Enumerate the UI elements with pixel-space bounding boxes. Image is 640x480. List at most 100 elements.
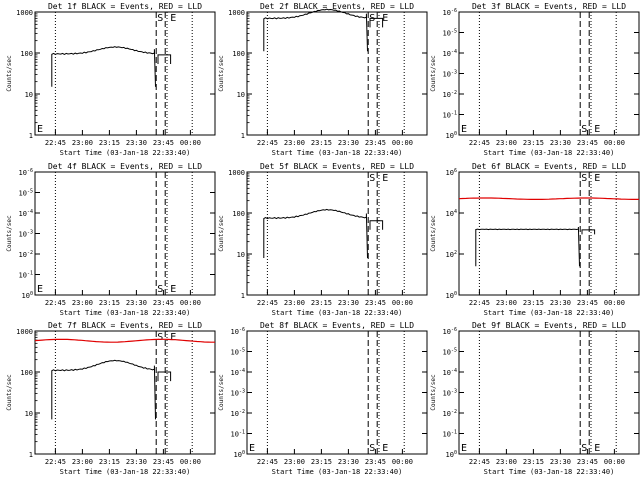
x-tick-label: 23:30 <box>550 458 571 466</box>
plot-frame <box>246 11 428 136</box>
x-tick-label: 23:15 <box>311 299 332 307</box>
end-marker-label: E <box>170 332 176 343</box>
x-tick-label: 00:00 <box>392 299 413 307</box>
x-tick-label: 23:00 <box>72 299 93 307</box>
y-tick-label: 1000 <box>16 328 33 336</box>
x-tick-label: 00:00 <box>180 139 201 147</box>
panel-title: Det 4f BLACK = Events, RED = LLD <box>48 162 202 171</box>
start-marker-label: S <box>157 13 163 24</box>
y-axis-label: Counts/sec <box>6 374 13 411</box>
events-series-after <box>581 229 596 235</box>
y-tick-label: 10-1 <box>231 430 245 439</box>
start-marker-label: S <box>369 173 375 184</box>
left-marker-label: E <box>249 443 255 454</box>
x-tick-label: 00:00 <box>604 139 625 147</box>
y-tick-label: 10-3 <box>19 230 33 239</box>
y-tick-label: 1000 <box>16 9 33 17</box>
y-tick-label: 10 <box>237 251 245 259</box>
x-axis-label: Start Time (03-Jan-18 22:33:40) <box>484 309 615 317</box>
x-tick-label: 00:00 <box>180 299 201 307</box>
x-tick-label: 23:15 <box>311 139 332 147</box>
panel-title: Det 6f BLACK = Events, RED = LLD <box>472 162 626 171</box>
y-tick-label: 10-4 <box>19 209 33 218</box>
start-marker-label: S <box>157 332 163 343</box>
panel-1: Det 1f BLACK = Events, RED = LLD Counts/s… <box>6 2 216 157</box>
y-tick-label: 10-1 <box>443 430 457 439</box>
y-tick-label: 1000 <box>228 9 245 17</box>
x-tick-label: 23:15 <box>99 458 120 466</box>
x-tick-label: 23:30 <box>550 139 571 147</box>
x-tick-label: 23:15 <box>311 458 332 466</box>
x-tick-label: 23:45 <box>153 139 174 147</box>
x-tick-label: 23:00 <box>284 139 305 147</box>
x-tick-label: 23:30 <box>126 299 147 307</box>
y-axis-label: Counts/sec <box>218 55 225 92</box>
x-tick-label: 22:45 <box>469 299 490 307</box>
panel-title: Det 9f BLACK = Events, RED = LLD <box>472 321 626 330</box>
events-series-after <box>369 17 384 28</box>
y-tick-label: 10-3 <box>443 70 457 79</box>
y-tick-label: 1000 <box>228 169 245 177</box>
x-axis-label: Start Time (03-Jan-18 22:33:40) <box>484 149 615 157</box>
start-marker-label: S <box>581 124 587 135</box>
x-tick-label: 22:45 <box>469 139 490 147</box>
y-axis-label: Counts/sec <box>218 374 225 411</box>
x-tick-label: 00:00 <box>392 458 413 466</box>
x-tick-label: 23:15 <box>99 299 120 307</box>
events-series <box>263 8 368 52</box>
y-tick-label: 100 <box>232 210 245 218</box>
x-tick-label: 23:30 <box>126 139 147 147</box>
x-tick-label: 00:00 <box>604 299 625 307</box>
start-marker-label: S <box>369 443 375 454</box>
start-marker-label: S <box>157 284 163 295</box>
start-marker-label: S <box>581 173 587 184</box>
y-tick-label: 10-2 <box>231 409 245 418</box>
x-axis-label: Start Time (03-Jan-18 22:33:40) <box>484 468 615 476</box>
x-axis-label: Start Time (03-Jan-18 22:33:40) <box>272 309 403 317</box>
y-tick-label: 10-5 <box>19 189 33 198</box>
panel-title: Det 7f BLACK = Events, RED = LLD <box>48 321 202 330</box>
x-tick-label: 23:00 <box>496 139 517 147</box>
x-tick-label: 23:45 <box>365 458 386 466</box>
x-tick-label: 23:15 <box>523 299 544 307</box>
y-tick-label: 100 <box>232 50 245 58</box>
x-tick-label: 22:45 <box>257 299 278 307</box>
events-series <box>51 46 156 87</box>
y-axis-label: Counts/sec <box>430 374 437 411</box>
y-tick-label: 100 <box>446 450 457 459</box>
y-tick-label: 10-5 <box>443 29 457 38</box>
y-tick-label: 10-3 <box>443 389 457 398</box>
x-tick-label: 22:45 <box>257 458 278 466</box>
end-marker-label: E <box>382 443 388 454</box>
y-tick-label: 100 <box>446 291 457 300</box>
left-marker-label: E <box>461 124 467 135</box>
y-tick-label: 100 <box>234 450 245 459</box>
panel-title: Det 1f BLACK = Events, RED = LLD <box>48 2 202 11</box>
y-axis-label: Counts/sec <box>430 55 437 92</box>
y-tick-label: 10-5 <box>443 348 457 357</box>
panel-title: Det 2f BLACK = Events, RED = LLD <box>260 2 414 11</box>
y-tick-label: 100 <box>20 369 33 377</box>
panel-4: Det 4f BLACK = Events, RED = LLD Counts/s… <box>6 162 216 317</box>
y-tick-label: 10-6 <box>443 8 457 17</box>
y-tick-label: 10-6 <box>19 168 33 177</box>
x-tick-label: 23:15 <box>99 139 120 147</box>
y-tick-label: 1 <box>29 451 33 459</box>
x-tick-label: 22:45 <box>45 458 66 466</box>
y-axis-label: Counts/sec <box>6 215 13 252</box>
events-series-after <box>157 371 172 382</box>
x-tick-label: 22:45 <box>45 139 66 147</box>
y-tick-label: 10-4 <box>231 368 245 377</box>
x-axis-label: Start Time (03-Jan-18 22:33:40) <box>60 468 191 476</box>
plot-frame <box>34 171 216 296</box>
y-tick-label: 10 <box>237 91 245 99</box>
y-tick-label: 10-6 <box>443 327 457 336</box>
panel-7: Det 7f BLACK = Events, RED = LLD Counts/s… <box>6 321 216 476</box>
y-tick-label: 10-5 <box>231 348 245 357</box>
x-tick-label: 23:30 <box>338 299 359 307</box>
plot-frame <box>246 171 428 296</box>
end-marker-label: E <box>594 173 600 184</box>
x-tick-label: 00:00 <box>604 458 625 466</box>
panel-5: Det 5f BLACK = Events, RED = LLD Counts/s… <box>218 162 428 317</box>
y-tick-label: 10-4 <box>443 368 457 377</box>
